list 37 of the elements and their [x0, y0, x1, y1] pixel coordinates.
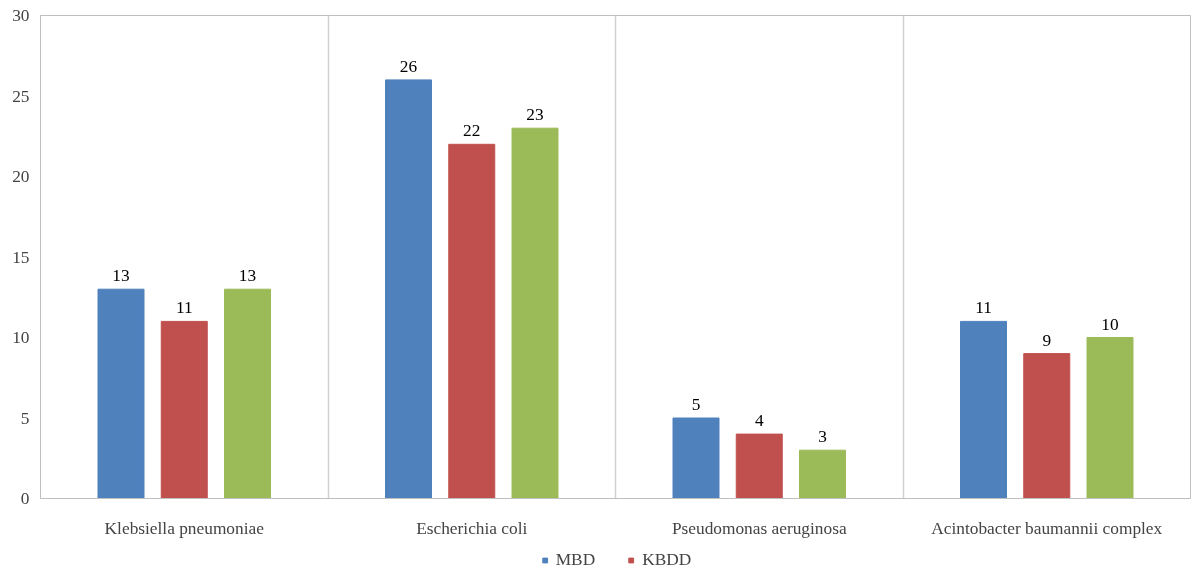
legend-label: KBDD	[642, 550, 692, 570]
data-label: 26	[399, 56, 418, 76]
y-tick-label: 15	[12, 247, 30, 267]
data-label: 13	[112, 266, 130, 286]
bar	[160, 320, 208, 499]
bar	[735, 433, 783, 499]
legend-label: MBD	[555, 550, 596, 570]
data-label: 10	[1101, 314, 1119, 334]
data-label: 11	[175, 298, 193, 318]
bar	[97, 288, 145, 499]
x-tick-label: Escherichia coli	[416, 518, 528, 538]
y-tick-label: 10	[12, 328, 30, 347]
data-label: 3	[818, 427, 827, 447]
bar	[511, 127, 559, 499]
x-tick-label: Acintobacter baumannii complex	[931, 518, 1163, 538]
x-tick-label: Klebsiella pneumoniae	[104, 518, 265, 538]
x-tick-label: Pseudomonas aeruginosa	[671, 518, 847, 538]
data-label: 13	[238, 266, 257, 286]
y-tick-label: 20	[12, 167, 30, 186]
data-label: 22	[463, 121, 481, 141]
data-label: 9	[1042, 330, 1052, 350]
y-tick-label: 25	[12, 86, 30, 106]
data-label: 23	[526, 105, 544, 125]
bar	[672, 417, 720, 499]
y-tick-label: 5	[20, 408, 30, 428]
data-label: 4	[754, 411, 764, 431]
bar	[224, 288, 271, 499]
bar	[799, 449, 846, 499]
bar	[960, 320, 1007, 499]
y-tick-label: 30	[12, 6, 30, 25]
y-tick-label: 0	[20, 489, 30, 508]
bar	[1023, 353, 1071, 499]
bar	[1086, 337, 1134, 499]
data-label: 5	[691, 395, 701, 414]
bar	[385, 79, 432, 499]
bar	[448, 143, 496, 499]
data-label: 11	[975, 298, 992, 318]
